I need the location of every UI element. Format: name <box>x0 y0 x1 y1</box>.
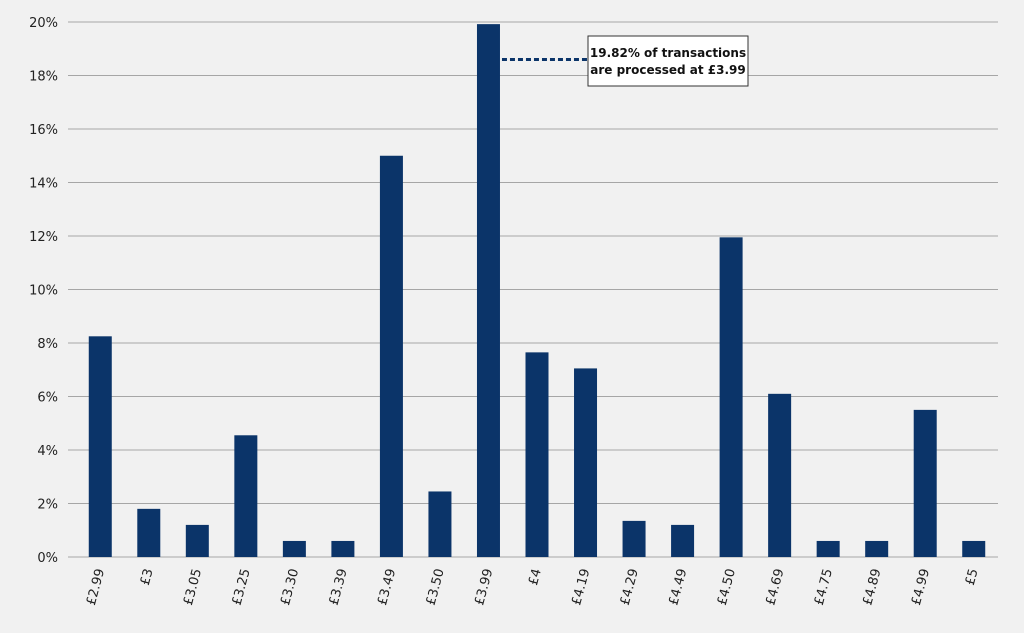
y-tick-label: 18% <box>29 70 58 85</box>
x-tick-label: £4.99 <box>909 567 933 607</box>
x-tick-label: £3.39 <box>327 567 351 607</box>
x-axis-tick-labels: £2.99 £3 £3.05 £3.25 £3.30 £3.39 £3.49 £3.50 £3.… <box>84 567 982 607</box>
annotation-text-line-1: 19.82% of transactions <box>590 46 746 60</box>
y-tick-label: 20% <box>29 16 58 31</box>
x-tick-label: £4.50 <box>715 567 739 607</box>
x-tick-label: £3 <box>138 567 157 587</box>
y-tick-label: 16% <box>29 123 58 138</box>
bar <box>234 435 258 557</box>
y-tick-label: 10% <box>29 284 58 299</box>
x-tick-label: £3.05 <box>181 567 205 607</box>
y-axis-tick-labels: 0% 2% 4% 6% 8% 10% 12% 14% 16% 18% 20% <box>29 16 58 566</box>
annotation: 19.82% of transactions are processed at … <box>501 35 749 87</box>
bar <box>768 393 792 557</box>
bars <box>88 24 986 557</box>
x-tick-label: £3.49 <box>375 567 399 607</box>
bar <box>719 237 743 557</box>
bar <box>962 540 986 557</box>
bar <box>428 491 452 557</box>
x-tick-label: £3.50 <box>424 567 448 607</box>
bar <box>331 540 355 557</box>
y-tick-label: 4% <box>37 444 58 459</box>
bar <box>622 520 646 557</box>
x-tick-label: £3.99 <box>472 567 496 607</box>
annotation-text-line-2: are processed at £3.99 <box>590 63 746 77</box>
x-tick-label: £4.69 <box>763 567 787 607</box>
x-tick-label: £4.75 <box>812 567 836 607</box>
bar <box>525 352 549 557</box>
bar <box>865 540 889 557</box>
bar <box>137 508 161 557</box>
x-tick-label: £4.49 <box>666 567 690 607</box>
x-tick-label: £3.30 <box>278 567 302 607</box>
y-tick-label: 8% <box>37 337 58 352</box>
y-tick-label: 12% <box>29 230 58 245</box>
gridlines <box>68 21 998 558</box>
bar <box>671 524 695 557</box>
x-tick-label: £4.19 <box>569 567 593 607</box>
x-tick-label: £3.25 <box>230 567 254 607</box>
x-tick-label: £4.89 <box>860 567 884 607</box>
x-tick-label: £4.29 <box>618 567 642 607</box>
bar <box>88 336 112 557</box>
y-tick-label: 0% <box>37 551 58 566</box>
x-tick-label: £4 <box>526 567 545 587</box>
y-tick-label: 2% <box>37 498 58 513</box>
annotation-box <box>587 35 749 87</box>
y-tick-label: 6% <box>37 391 58 406</box>
bar <box>574 368 598 557</box>
x-tick-label: £2.99 <box>84 567 108 607</box>
bar <box>476 24 500 557</box>
y-tick-label: 14% <box>29 177 58 192</box>
bar <box>816 540 840 557</box>
x-tick-label: £5 <box>963 567 982 587</box>
bar <box>913 409 937 557</box>
bar <box>282 540 306 557</box>
bar <box>379 155 403 557</box>
bar <box>185 524 209 557</box>
